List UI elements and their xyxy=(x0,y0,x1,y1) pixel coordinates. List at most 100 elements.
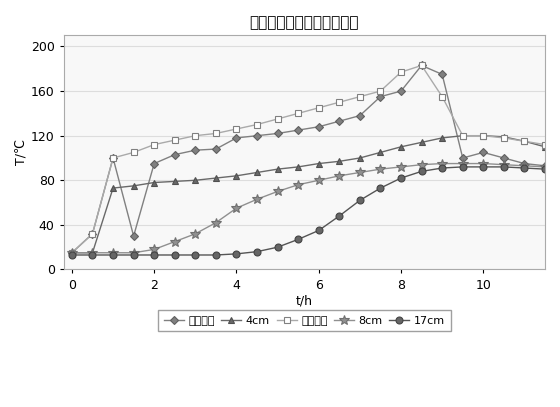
环境温度 xyxy=(398,89,404,94)
8cm xyxy=(398,164,404,169)
试材表面 xyxy=(274,116,281,121)
试材表面 xyxy=(213,131,220,136)
4cm xyxy=(542,144,548,149)
8cm xyxy=(233,206,240,210)
4cm xyxy=(110,186,116,190)
Line: 4cm: 4cm xyxy=(68,132,548,256)
8cm xyxy=(68,250,75,255)
8cm xyxy=(213,220,220,225)
试材表面 xyxy=(295,111,301,116)
17cm xyxy=(377,186,384,190)
17cm xyxy=(357,198,363,203)
环境温度 xyxy=(501,155,507,160)
17cm xyxy=(130,253,137,258)
17cm xyxy=(68,253,75,258)
环境温度 xyxy=(521,161,528,166)
8cm xyxy=(274,189,281,194)
17cm xyxy=(254,249,260,254)
17cm xyxy=(501,164,507,169)
X-axis label: t/h: t/h xyxy=(296,294,313,307)
环境温度 xyxy=(192,148,199,153)
4cm xyxy=(501,134,507,139)
4cm xyxy=(68,250,75,255)
4cm xyxy=(398,144,404,149)
17cm xyxy=(233,252,240,256)
4cm xyxy=(459,133,466,138)
8cm xyxy=(377,167,384,172)
17cm xyxy=(439,166,446,171)
环境温度 xyxy=(130,234,137,239)
17cm xyxy=(542,167,548,172)
环境温度 xyxy=(439,72,446,77)
试材表面 xyxy=(501,136,507,140)
Line: 17cm: 17cm xyxy=(68,164,548,258)
8cm xyxy=(336,173,343,178)
试材表面 xyxy=(254,122,260,127)
4cm xyxy=(336,159,343,164)
17cm xyxy=(315,228,322,233)
17cm xyxy=(521,166,528,171)
8cm xyxy=(295,182,301,187)
试材表面 xyxy=(315,105,322,110)
Y-axis label: T/℃: T/℃ xyxy=(15,140,28,165)
试材表面 xyxy=(377,89,384,94)
17cm xyxy=(274,245,281,249)
8cm xyxy=(130,250,137,255)
环境温度 xyxy=(274,131,281,136)
试材表面 xyxy=(89,231,96,236)
4cm xyxy=(151,180,157,185)
Line: 8cm: 8cm xyxy=(67,159,550,258)
试材表面 xyxy=(542,142,548,147)
环境温度 xyxy=(418,63,425,68)
试材表面 xyxy=(398,70,404,74)
Legend: 环境温度, 4cm, 试材表面, 8cm, 17cm: 环境温度, 4cm, 试材表面, 8cm, 17cm xyxy=(158,310,451,331)
环境温度 xyxy=(68,250,75,255)
4cm xyxy=(254,170,260,175)
试材表面 xyxy=(192,133,199,138)
4cm xyxy=(130,184,137,188)
4cm xyxy=(192,178,199,183)
4cm xyxy=(171,179,178,184)
8cm xyxy=(542,164,548,169)
试材表面 xyxy=(151,142,157,147)
8cm xyxy=(315,178,322,183)
环境温度 xyxy=(254,133,260,138)
4cm xyxy=(233,173,240,178)
4cm xyxy=(439,136,446,140)
试材表面 xyxy=(171,138,178,142)
4cm xyxy=(357,155,363,160)
17cm xyxy=(295,237,301,242)
环境温度 xyxy=(357,113,363,118)
8cm xyxy=(501,162,507,167)
8cm xyxy=(89,250,96,255)
试材表面 xyxy=(418,63,425,68)
8cm xyxy=(254,197,260,202)
4cm xyxy=(377,150,384,155)
8cm xyxy=(459,161,466,166)
4cm xyxy=(521,139,528,144)
8cm xyxy=(439,161,446,166)
8cm xyxy=(418,162,425,167)
环境温度 xyxy=(213,147,220,151)
Title: 花旗松不同位置的温度变化: 花旗松不同位置的温度变化 xyxy=(250,15,359,30)
4cm xyxy=(274,167,281,172)
4cm xyxy=(213,175,220,180)
试材表面 xyxy=(480,133,487,138)
8cm xyxy=(110,250,116,255)
环境温度 xyxy=(315,124,322,129)
17cm xyxy=(213,253,220,258)
4cm xyxy=(295,164,301,169)
试材表面 xyxy=(357,94,363,99)
17cm xyxy=(192,253,199,258)
试材表面 xyxy=(439,94,446,99)
4cm xyxy=(480,133,487,138)
环境温度 xyxy=(151,161,157,166)
试材表面 xyxy=(110,155,116,160)
环境温度 xyxy=(110,155,116,160)
8cm xyxy=(480,161,487,166)
17cm xyxy=(171,253,178,258)
环境温度 xyxy=(89,231,96,236)
Line: 试材表面: 试材表面 xyxy=(69,63,548,256)
4cm xyxy=(89,250,96,255)
17cm xyxy=(110,253,116,258)
